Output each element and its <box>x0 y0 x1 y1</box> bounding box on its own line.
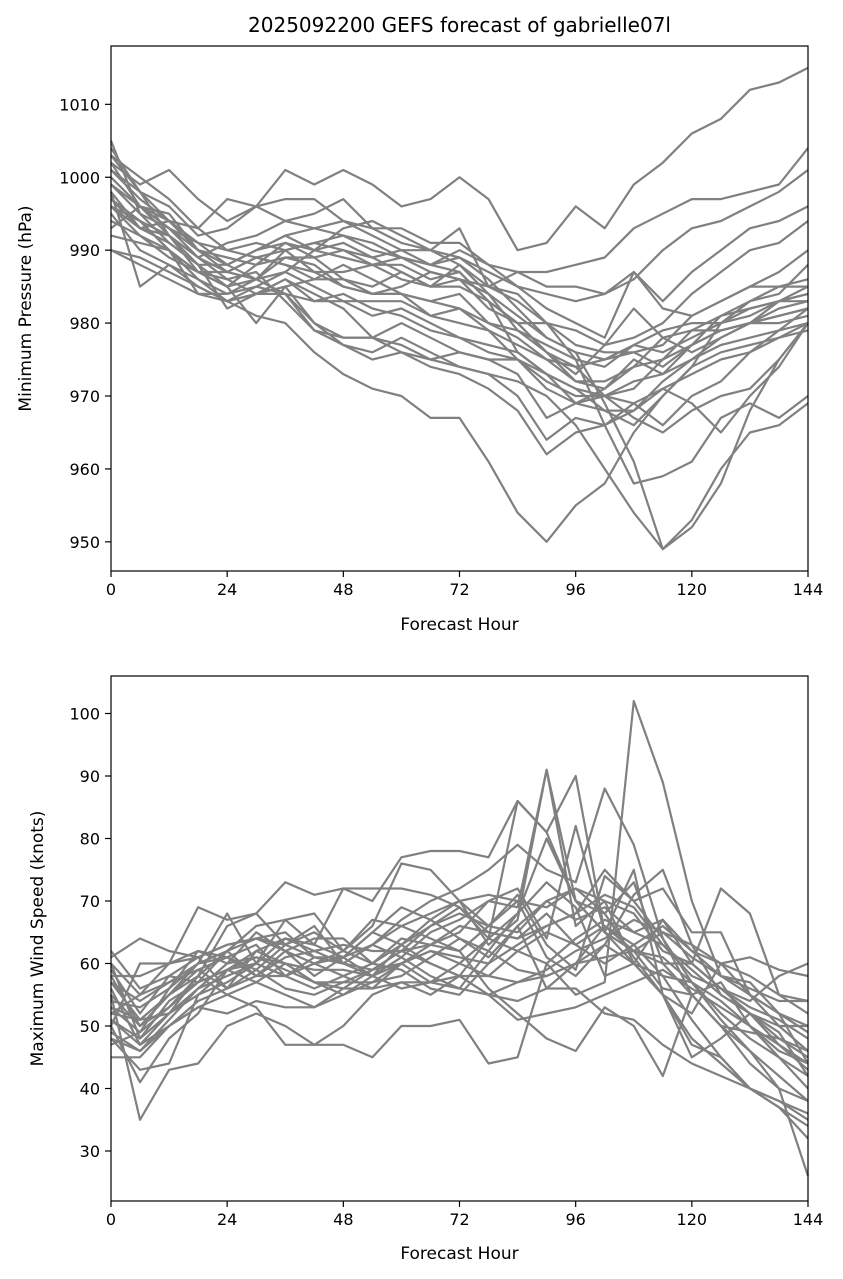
wind-x-tick-label: 24 <box>217 1210 237 1229</box>
pressure-y-tick-label: 950 <box>69 533 100 552</box>
pressure-series-line <box>110 249 809 543</box>
pressure-series-group <box>109 66 809 551</box>
pressure-x-ticks: 0 24 48 72 96 120 144 <box>106 571 823 599</box>
pressure-y-ticks: 950 960 970 980 990 1000 1010 <box>59 95 111 552</box>
pressure-x-tick-label: 120 <box>677 580 708 599</box>
pressure-panel: 2025092200 GEFS forecast of gabrielle07l… <box>16 13 823 635</box>
pressure-x-tick-label: 96 <box>565 580 585 599</box>
wind-y-tick-label: 30 <box>80 1142 100 1161</box>
pressure-y-tick-label: 970 <box>69 387 100 406</box>
pressure-y-tick-label: 990 <box>69 241 100 260</box>
wind-y-tick-label: 80 <box>80 830 100 849</box>
pressure-series-line <box>110 220 808 405</box>
pressure-x-tick-label: 0 <box>106 580 116 599</box>
pressure-y-tick-label: 1010 <box>59 95 100 114</box>
wind-panel: 0 24 48 72 96 120 144 30 40 50 60 70 80 90 100 Foreca… <box>28 675 823 1264</box>
wind-y-tick-label: 70 <box>80 892 100 911</box>
pressure-series-line <box>110 198 809 339</box>
pressure-series-line <box>110 147 809 288</box>
pressure-x-axis-label: Forecast Hour <box>400 615 518 635</box>
pressure-y-tick-label: 980 <box>69 314 100 333</box>
pressure-x-tick-label: 24 <box>217 580 237 599</box>
pressure-series-line <box>110 205 809 551</box>
wind-x-ticks: 0 24 48 72 96 120 144 <box>106 1201 823 1229</box>
pressure-x-tick-label: 72 <box>449 580 469 599</box>
wind-x-axis-label: Forecast Hour <box>400 1244 518 1264</box>
wind-y-tick-label: 60 <box>80 955 100 974</box>
wind-series-line <box>110 768 809 1115</box>
pressure-x-tick-label: 48 <box>333 580 353 599</box>
pressure-series-line <box>109 140 809 398</box>
pressure-chart-title: 2025092200 GEFS forecast of gabrielle07l <box>248 13 671 37</box>
wind-y-ticks: 30 40 50 60 70 80 90 100 <box>69 705 111 1161</box>
wind-x-tick-label: 0 <box>106 1210 116 1229</box>
wind-series-line <box>110 899 809 1040</box>
pressure-series-line <box>110 198 809 303</box>
wind-x-tick-label: 120 <box>677 1210 708 1229</box>
wind-x-tick-label: 96 <box>565 1210 585 1229</box>
wind-y-tick-label: 50 <box>80 1017 100 1036</box>
pressure-x-tick-label: 144 <box>793 580 824 599</box>
pressure-series-line <box>110 162 809 551</box>
pressure-series-line <box>110 66 809 252</box>
wind-series-line <box>110 774 809 1015</box>
wind-y-axis-label: Maximum Wind Speed (knots) <box>28 811 48 1067</box>
wind-x-tick-label: 48 <box>333 1210 353 1229</box>
pressure-y-tick-label: 960 <box>69 460 100 479</box>
wind-series-line <box>110 974 809 1127</box>
pressure-series-line <box>110 205 809 368</box>
wind-series-line <box>111 924 809 1077</box>
wind-x-tick-label: 144 <box>793 1210 824 1229</box>
wind-y-tick-label: 40 <box>80 1080 100 1099</box>
wind-series-line <box>110 912 809 990</box>
wind-y-tick-label: 90 <box>80 767 100 786</box>
wind-y-tick-label: 100 <box>69 705 100 724</box>
pressure-y-axis-label: Minimum Pressure (hPa) <box>16 205 36 411</box>
pressure-series-line <box>110 154 809 412</box>
pressure-series-line <box>110 176 809 347</box>
wind-series-line <box>110 937 809 1065</box>
pressure-y-tick-label: 1000 <box>59 168 100 187</box>
wind-series-line <box>109 699 809 1121</box>
wind-x-tick-label: 72 <box>449 1210 469 1229</box>
wind-series-group <box>109 699 810 1177</box>
